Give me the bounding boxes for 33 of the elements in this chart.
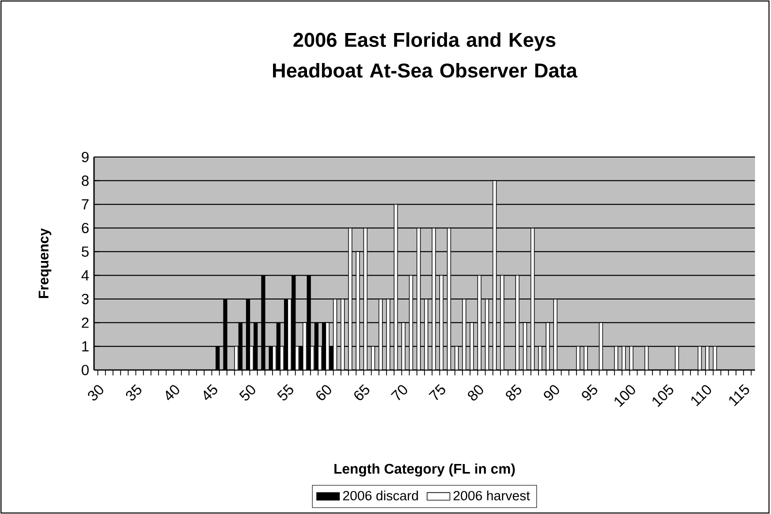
x-tick-label: 95 xyxy=(582,384,598,400)
x-tick-label: 50 xyxy=(239,385,256,401)
y-tick-label: 5 xyxy=(82,246,89,257)
x-tick-label: 60 xyxy=(316,385,332,400)
x-tick-label: 70 xyxy=(390,385,408,400)
x-tick-label: 100 xyxy=(614,385,636,408)
x-axis-title: Length Category (FL in cm) xyxy=(334,463,515,477)
chart-title: 2006 East Florida and Keys Headboat At-Sea Observer Data xyxy=(273,32,578,78)
y-tick-label: 6 xyxy=(82,222,89,234)
legend-label: 2006 discard xyxy=(343,490,418,500)
y-tick-label: 8 xyxy=(82,175,89,186)
x-tick-label: 40 xyxy=(166,385,180,400)
y-tick-label: 2 xyxy=(82,318,89,328)
x-tick-label: 30 xyxy=(88,385,104,401)
x-tick-label: 90 xyxy=(544,385,560,400)
y-tick-label: 1 xyxy=(82,341,89,352)
x-tick-label: 35 xyxy=(126,384,142,401)
y-tick-label: 4 xyxy=(81,270,89,280)
y-axis-title: Frequency xyxy=(38,228,52,298)
x-tick-label: 80 xyxy=(468,385,484,401)
y-tick-label: 9 xyxy=(82,152,89,162)
x-tick-label: 55 xyxy=(277,384,294,400)
legend-label: 2006 harvest xyxy=(454,490,530,500)
x-tick-label: 85 xyxy=(506,384,522,401)
x-tick-label: 65 xyxy=(354,384,370,400)
x-tick-label: 75 xyxy=(428,384,446,400)
x-tick-label: 105 xyxy=(652,384,674,408)
y-tick-label: 7 xyxy=(82,199,89,210)
x-tick-label: 45 xyxy=(204,384,218,400)
x-tick-label: 115 xyxy=(729,384,750,406)
y-tick-label: 0 xyxy=(82,364,89,376)
y-tick-label: 3 xyxy=(82,294,89,304)
x-tick-label: 110 xyxy=(691,385,712,406)
